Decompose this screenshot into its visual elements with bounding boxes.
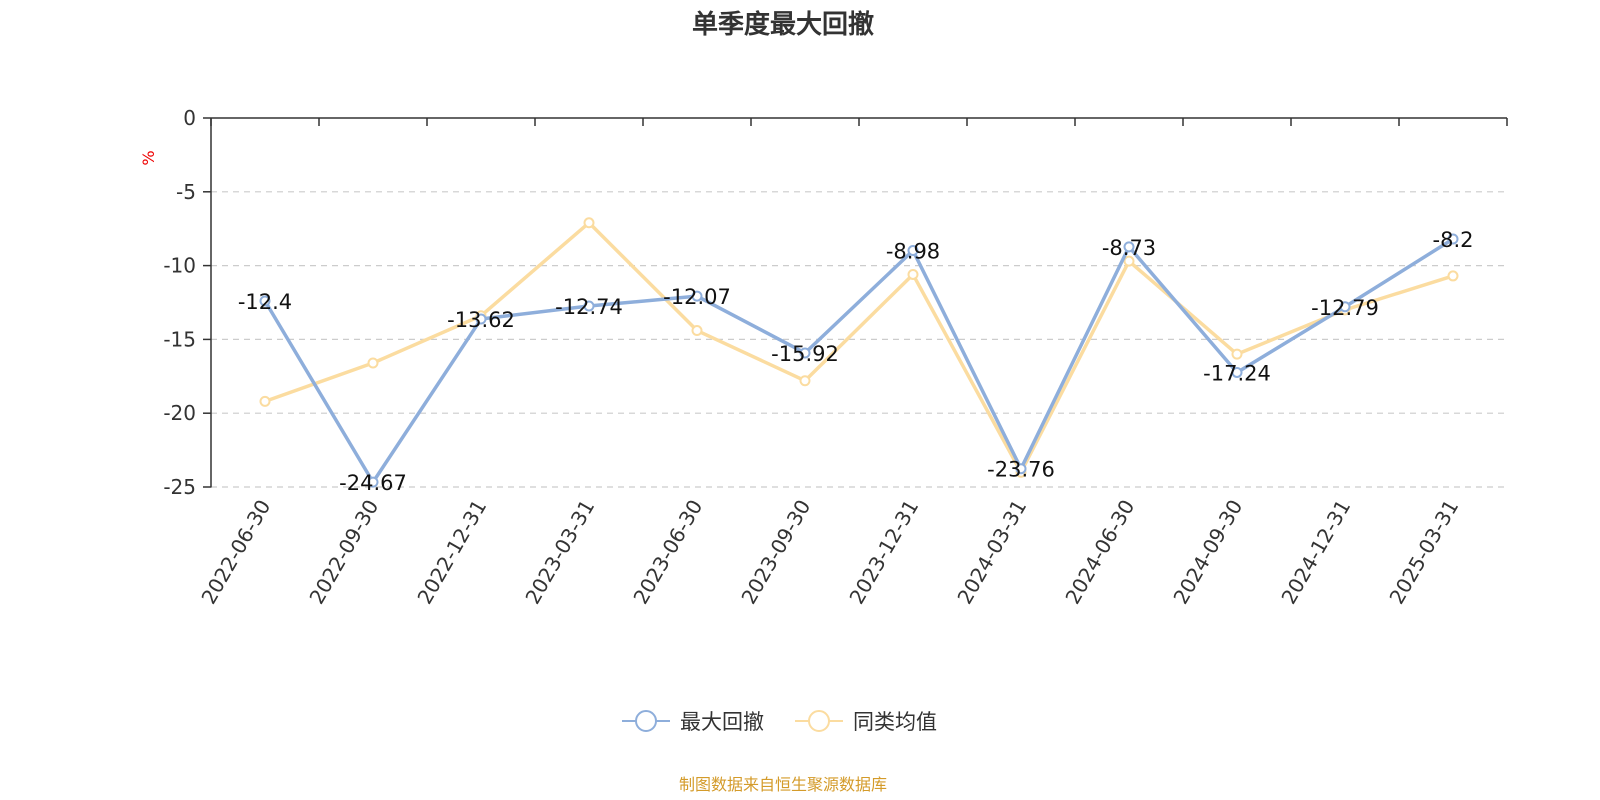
data-point [907,268,919,280]
y-tick-label: -20 [163,401,196,425]
legend-marker [808,710,830,732]
series-line [263,237,1455,484]
data-point [259,395,271,407]
legend: 最大回撤 同类均值 [622,710,937,734]
legend-marker [635,710,657,732]
data-point [907,245,919,257]
data-label: -8.2 [1433,228,1474,252]
data-point [475,313,487,325]
legend-label: 同类均值 [853,710,937,734]
data-point [1231,348,1243,360]
x-tick-label: 2024-12-31 [1276,496,1355,609]
x-tick-label: 2024-09-30 [1168,496,1247,609]
data-label: -8.73 [1102,236,1156,260]
data-point [1123,255,1135,267]
data-point [367,357,379,369]
y-tick-label: -15 [163,327,196,351]
y-tick-label: 0 [183,106,196,130]
data-label: -12.07 [663,285,731,309]
x-tick-label: 2022-12-31 [412,496,491,609]
x-tick-label: 2024-06-30 [1060,496,1139,609]
x-tick-label: 2023-12-31 [844,496,923,609]
series-lines [259,217,1459,488]
data-point [367,476,379,488]
data-point [1447,233,1459,245]
data-label: -23.76 [987,458,1055,482]
gridlines [211,191,1507,488]
y-tick-label: -5 [176,180,196,204]
x-tick-label: 2023-09-30 [736,496,815,609]
data-point [583,300,595,312]
x-tick-label: 2025-03-31 [1384,496,1463,609]
y-tick-label: -25 [163,475,196,499]
data-label: -17.24 [1203,361,1271,385]
data-point [1015,463,1027,475]
x-tick-label: 2022-06-30 [196,496,275,609]
data-label: -8.98 [886,240,940,264]
chart-title: 单季度最大回撤 [692,9,874,40]
y-tick-label: -10 [163,254,196,278]
y-axis-unit-label: % [139,150,158,165]
data-label: -12.74 [555,295,623,319]
series-line [263,221,1455,474]
data-point [583,217,595,229]
data-point [1447,270,1459,282]
data-point [799,375,811,387]
data-point [1231,366,1243,378]
x-tick-label: 2023-03-31 [520,496,599,609]
data-point [799,347,811,359]
legend-label: 最大回撤 [680,710,764,734]
data-point [1123,241,1135,253]
data-label: -12.4 [238,290,292,314]
data-source-note: 制图数据来自恒生聚源数据库 [679,775,887,794]
data-labels: -12.4 -24.67 -13.62 -12.74 -12.07 -15.92 -8.98… [238,228,1474,495]
data-point [691,325,703,337]
data-label: -15.92 [771,342,839,366]
data-point [1339,301,1351,313]
x-tick-label: 2023-06-30 [628,496,707,609]
data-point [691,290,703,302]
x-tick-label: 2024-03-31 [952,496,1031,609]
data-label: -24.67 [339,471,407,495]
data-label: -13.62 [447,308,515,332]
x-tick-label: 2022-09-30 [304,496,383,609]
data-point [259,295,271,307]
data-label: -12.79 [1311,296,1379,320]
